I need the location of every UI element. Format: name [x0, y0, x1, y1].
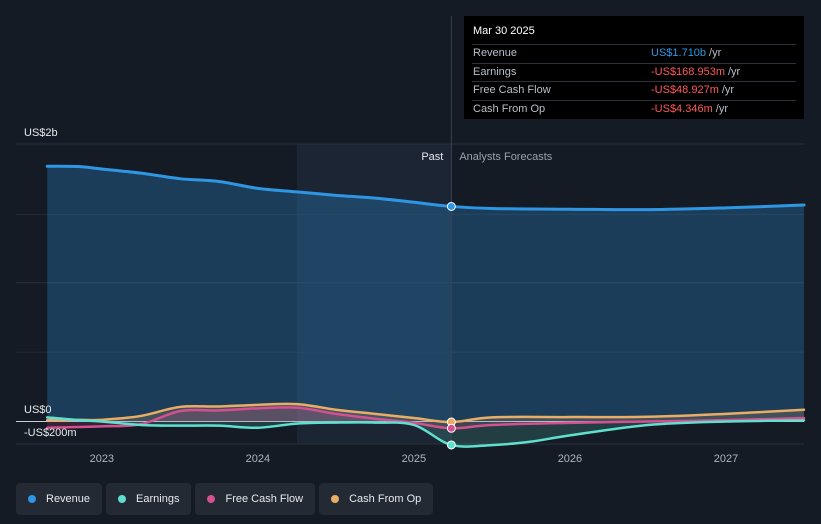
tooltip-value-number: -US$4.346m: [651, 102, 713, 115]
y-tick-label: US$0: [24, 404, 52, 416]
tooltip-value-number: -US$48.927m: [651, 84, 719, 96]
tooltip-value-number: US$1.710b: [651, 47, 707, 59]
earnings-area: [47, 417, 804, 447]
y-tick-label: -US$200m: [24, 427, 77, 439]
free-cash-flow-marker: [446, 423, 456, 433]
forecast-label: Analysts Forecasts: [459, 151, 552, 163]
x-tick-label: 2026: [558, 453, 582, 465]
hover-markers: [446, 201, 456, 450]
tooltip-row: Cash From Op -US$4.346m/yr: [472, 99, 796, 119]
x-tick-label: 2023: [90, 453, 114, 465]
legend-item-earnings[interactable]: Earnings: [106, 483, 192, 515]
tooltip-row-value: -US$4.346m/yr: [651, 101, 728, 119]
tooltip-row: Earnings -US$168.953m/yr: [472, 62, 796, 82]
legend-item-cash-from-op[interactable]: Cash From Op: [319, 483, 434, 515]
tooltip-rows: Revenue US$1.710b/yr Earnings -US$168.953m /…: [472, 44, 796, 118]
legend-item-free-cash-flow[interactable]: Free Cash Flow: [195, 483, 316, 515]
tooltip-value-unit: /yr: [709, 47, 722, 59]
legend-label: Revenue: [46, 493, 91, 505]
tooltip-value-unit: /yr: [715, 102, 728, 115]
revenue-line: [45, 164, 806, 212]
y-tick-label: US$2b: [24, 127, 58, 139]
series-areas: [47, 166, 804, 447]
tooltip-row-label: Cash From Op: [473, 102, 546, 115]
legend-dot-icon: [28, 495, 36, 503]
legend-dot-icon: [331, 495, 340, 503]
series-lines: [45, 164, 806, 448]
tooltip-value-unit: /yr: [728, 65, 741, 78]
tooltip-row-value: US$1.710b/yr: [651, 45, 721, 63]
tooltip-row-label: Revenue: [473, 47, 518, 59]
tooltip-row-label: Free Cash Flow: [473, 84, 551, 96]
tooltip-row-value: -US$48.927m/yr: [651, 82, 734, 100]
y-axis-labels: US$2b US$0 -US$200m: [24, 127, 77, 439]
tooltip-value-unit: /yr: [721, 84, 735, 96]
tooltip-value-number: -US$168.953m: [651, 65, 725, 78]
x-axis-labels: 2023 2024 2025 2026 2027: [90, 453, 739, 465]
legend-label: Free Cash Flow: [225, 493, 304, 505]
tooltip: Mar 30 2025 Revenue US$1.710b/yr Earnings -…: [464, 16, 804, 119]
revenue-area: [47, 166, 804, 422]
tooltip-date: Mar 30 2025: [473, 25, 535, 37]
legend-label: Cash From Op: [349, 493, 422, 505]
legend-label: Earnings: [136, 493, 180, 505]
earnings-line: [45, 416, 806, 448]
legend-dot-icon: [118, 495, 127, 503]
tooltip-row: Free Cash Flow -US$48.927m/yr: [472, 81, 796, 100]
free-cash-flow-area: [47, 407, 804, 429]
legend-item-revenue[interactable]: Revenue: [16, 483, 103, 515]
tooltip-row-label: Earnings: [473, 65, 517, 78]
cash-from-op-line: [45, 402, 806, 424]
x-tick-label: 2024: [246, 453, 270, 465]
revenue-marker: [446, 201, 456, 211]
x-tick-label: 2025: [402, 453, 426, 465]
legend: Revenue Earnings Free Cash Flow Cash From O…: [16, 483, 434, 515]
tooltip-row: Revenue US$1.710b/yr: [472, 44, 796, 63]
x-tick-label: 2027: [714, 453, 738, 465]
tooltip-row-value: -US$168.953m/yr: [651, 64, 740, 82]
legend-dot-icon: [207, 495, 216, 503]
past-label: Past: [421, 151, 443, 163]
earnings-marker: [446, 440, 456, 450]
